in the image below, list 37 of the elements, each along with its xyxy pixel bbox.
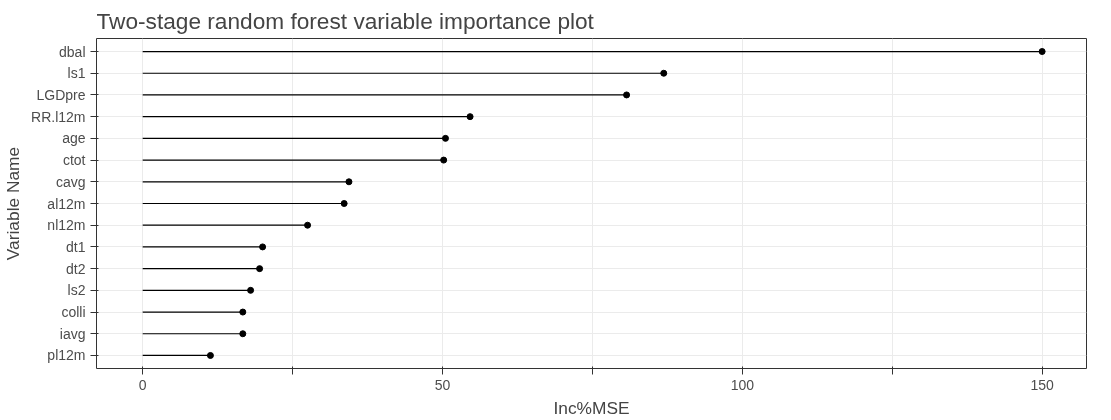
y-tick-label: dbal bbox=[59, 43, 86, 60]
point bbox=[259, 243, 267, 251]
y-tick-label: ctot bbox=[62, 152, 86, 169]
point bbox=[440, 156, 448, 164]
point bbox=[239, 330, 247, 338]
y-tick-label: dt1 bbox=[66, 238, 86, 255]
y-axis-title: Variable Name bbox=[3, 146, 24, 261]
point bbox=[304, 221, 312, 229]
point bbox=[206, 351, 214, 359]
chart-title: Two-stage random forest variable importance plot bbox=[96, 7, 595, 34]
point bbox=[466, 113, 474, 121]
y-tick-label: pl12m bbox=[47, 347, 86, 364]
y-tick-label: age bbox=[62, 130, 86, 147]
y-tick-label: al12m bbox=[47, 195, 86, 212]
y-tick-label: colli bbox=[61, 304, 86, 321]
y-tick-label: RR.l12m bbox=[31, 108, 86, 125]
point bbox=[1038, 48, 1046, 56]
y-tick-label: nl12m bbox=[47, 217, 86, 234]
point bbox=[340, 200, 348, 207]
x-axis-title: Inc%MSE bbox=[553, 397, 630, 418]
point bbox=[623, 91, 631, 99]
x-tick-label: 50 bbox=[434, 376, 451, 393]
point bbox=[247, 286, 255, 294]
x-tick-label: 100 bbox=[730, 376, 755, 393]
y-tick-label: ls1 bbox=[67, 65, 86, 82]
point bbox=[441, 134, 449, 142]
x-tick-label: 150 bbox=[1030, 376, 1055, 393]
x-tick-label: 0 bbox=[138, 376, 147, 393]
point bbox=[256, 265, 264, 273]
y-tick-label: cavg bbox=[55, 173, 86, 190]
y-tick-label: LGDpre bbox=[36, 86, 86, 103]
y-tick-label: ls2 bbox=[67, 282, 86, 299]
y-tick-label: dt2 bbox=[66, 260, 86, 277]
y-tick-label: iavg bbox=[59, 325, 86, 342]
point bbox=[660, 69, 668, 77]
point bbox=[345, 178, 353, 186]
point bbox=[239, 308, 247, 316]
